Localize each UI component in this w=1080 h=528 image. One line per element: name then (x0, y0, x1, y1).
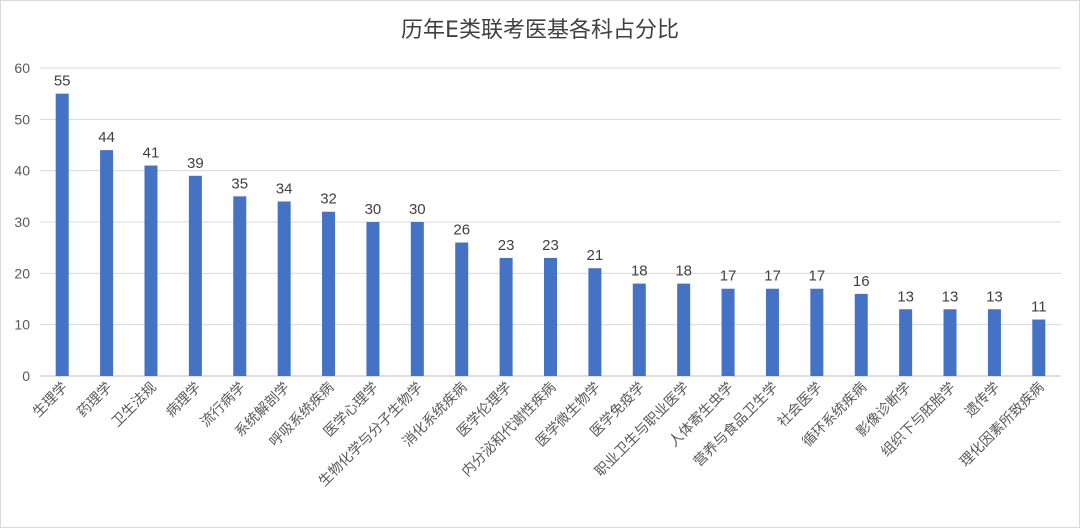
bar (987, 309, 1001, 376)
data-label: 17 (720, 268, 737, 285)
y-tick-label: 30 (14, 214, 30, 230)
bar (765, 288, 779, 376)
data-label: 39 (187, 155, 204, 172)
bar (188, 175, 202, 376)
data-label: 30 (409, 201, 426, 218)
data-label: 21 (587, 247, 604, 264)
bar (100, 150, 114, 376)
bar (854, 293, 868, 376)
data-label: 26 (453, 222, 470, 239)
data-label: 13 (942, 288, 959, 305)
bar (1032, 319, 1046, 376)
data-label: 11 (1031, 299, 1047, 316)
bar (144, 165, 158, 376)
x-tick-label: 病理学 (163, 380, 204, 421)
data-label: 17 (764, 268, 781, 285)
x-tick-label: 生理学 (30, 380, 71, 421)
y-tick-label: 0 (22, 368, 30, 384)
y-tick-label: 40 (14, 163, 30, 179)
data-label: 18 (631, 263, 648, 280)
data-label: 23 (542, 237, 559, 254)
data-label: 55 (54, 73, 71, 90)
data-label: 17 (809, 268, 826, 285)
data-label: 35 (231, 175, 248, 192)
bar (632, 283, 646, 376)
bar (588, 268, 602, 376)
bar (410, 222, 424, 376)
x-tick-label: 理化因素所致疾病 (957, 380, 1048, 471)
bar (899, 309, 913, 376)
y-tick-label: 50 (14, 111, 30, 127)
x-tick-label: 卫生法规 (109, 380, 160, 431)
bar (277, 201, 291, 376)
data-label: 13 (986, 288, 1003, 305)
data-label: 23 (498, 237, 515, 254)
bar (810, 288, 824, 376)
bar (677, 283, 691, 376)
data-label: 34 (276, 180, 293, 197)
bar (499, 257, 513, 376)
bar (366, 222, 380, 376)
y-tick-label: 20 (14, 265, 30, 281)
data-label: 16 (853, 273, 870, 290)
bar (943, 309, 957, 376)
data-label: 13 (897, 288, 914, 305)
data-label: 32 (320, 191, 337, 208)
data-label: 41 (143, 145, 160, 162)
data-label: 30 (365, 201, 382, 218)
bar (455, 242, 469, 376)
bar (233, 196, 247, 376)
x-tick-label: 遗传学 (962, 380, 1003, 421)
y-tick-label: 60 (14, 60, 30, 76)
bar (55, 93, 69, 377)
data-label: 44 (98, 129, 115, 146)
x-tick-label: 药理学 (74, 380, 115, 421)
bar (322, 211, 336, 376)
data-label: 18 (675, 263, 692, 280)
y-tick-label: 10 (14, 317, 30, 333)
bar (544, 257, 557, 376)
bar (721, 288, 735, 376)
chart-title: 历年E类联考医基各科占分比 (401, 18, 679, 43)
x-tick-label: 营养与食品卫生学 (690, 379, 781, 470)
